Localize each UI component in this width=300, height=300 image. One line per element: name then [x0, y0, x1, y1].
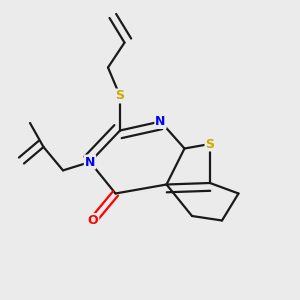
Text: O: O [88, 214, 98, 227]
Text: N: N [85, 155, 95, 169]
Text: N: N [155, 115, 166, 128]
Text: S: S [116, 89, 124, 103]
Text: S: S [206, 137, 214, 151]
